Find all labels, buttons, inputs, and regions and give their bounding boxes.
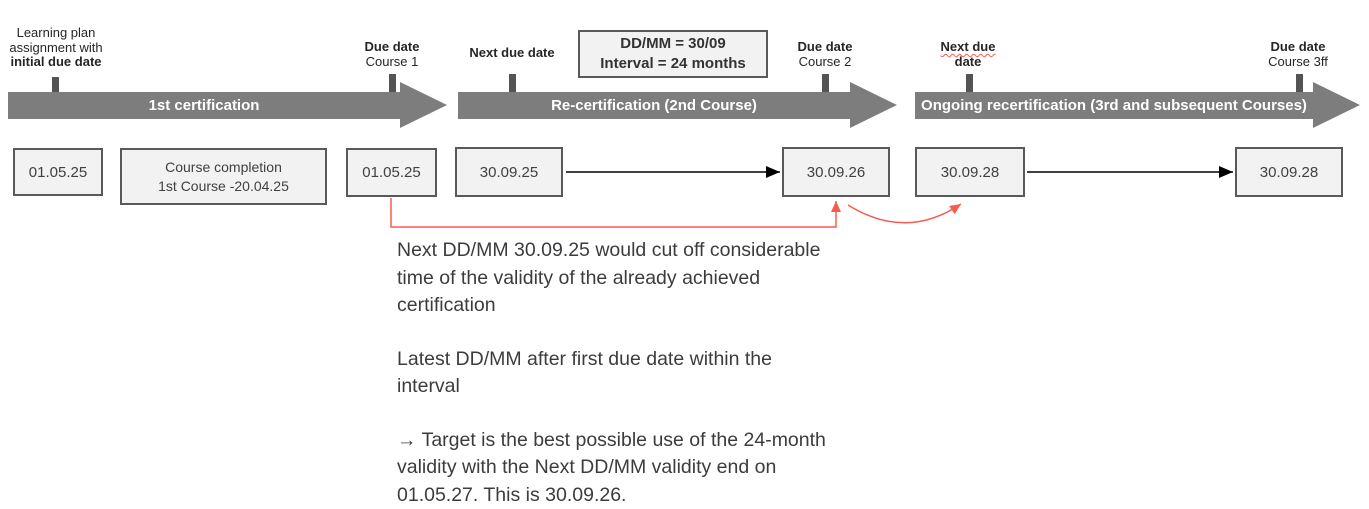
milestone-label-due-date-course1: Due date Course 1: [322, 39, 462, 69]
phase-banner-1st-certification: 1st certification: [8, 92, 400, 119]
milestone-label-due-date-course3ff: Due date Course 3ff: [1228, 39, 1368, 69]
red-connector-300926-to-300928: [847, 203, 962, 224]
phase-banner-arrowhead-icon: [400, 82, 447, 128]
date-box-text: Course completion 1st Course -20.04.25: [158, 158, 289, 194]
milestone-label-subtitle: Course 2: [798, 53, 852, 69]
date-box-text: 30.09.28: [940, 163, 1000, 181]
phase-banner-arrowhead-icon: [1313, 82, 1360, 128]
interval-rule-line2: Interval = 24 months: [600, 55, 746, 72]
date-box-due-date-course2: 30.09.26: [782, 147, 890, 197]
timeline-tick-due-date-course3ff: [1296, 74, 1303, 93]
note-paragraph-target: → Target is the best possible use of the…: [397, 428, 826, 506]
milestone-label-initial-due-date: Learning plan assignment with initial du…: [0, 25, 112, 70]
milestone-label-next-due-date-3: Next due date: [898, 39, 1038, 69]
date-box-text: 01.05.25: [28, 163, 88, 181]
milestone-label-subtitle: Course 3ff: [1268, 53, 1328, 69]
milestone-label-subtitle: Course 1: [365, 53, 419, 69]
milestone-label-bold-text: initial due date: [10, 54, 102, 69]
phase-banner-arrowhead-icon: [850, 82, 897, 128]
date-box-course-completion: Course completion 1st Course -20.04.25: [120, 148, 327, 205]
date-box-text: 30.09.28: [1259, 163, 1319, 181]
date-box-due-date-course1: 01.05.25: [346, 148, 437, 197]
milestone-label-line2: date: [954, 53, 982, 69]
phase-banner-label: 1st certification: [148, 97, 260, 114]
interval-rule-box: DD/MM = 30/09 Interval = 24 months: [578, 30, 768, 78]
date-box-text: 01.05.25: [362, 164, 421, 181]
milestone-label-title: Next due date: [469, 45, 555, 60]
date-box-initial-due-date: 01.05.25: [13, 148, 103, 196]
phase-banner-label: Ongoing recertification (3rd and subsequ…: [921, 97, 1307, 114]
milestone-label-next-due-date-2: Next due date: [442, 45, 582, 61]
milestone-label-text: Learning plan assignment with: [9, 25, 103, 55]
timeline-tick-next-due-date-3: [966, 74, 973, 93]
milestone-label-title: Due date: [1270, 39, 1326, 54]
timeline-tick-due-date-course1: [389, 74, 396, 93]
date-box-text: 30.09.25: [479, 163, 539, 181]
phase-banner-recertification: Re-certification (2nd Course): [458, 92, 850, 119]
timeline-tick-due-date-course2: [822, 74, 829, 93]
explanation-notes: Next DD/MM 30.09.25 would cut off consid…: [397, 237, 957, 509]
milestone-label-due-date-course2: Due date Course 2: [755, 39, 895, 69]
phase-banner-ongoing-recertification: Ongoing recertification (3rd and subsequ…: [915, 92, 1313, 119]
date-box-next-due-date-3: 30.09.28: [915, 147, 1025, 197]
interval-rule-line1: DD/MM = 30/09: [620, 35, 726, 52]
timeline-tick-initial-due-date: [52, 77, 59, 93]
date-box-due-date-course3ff: 30.09.28: [1235, 147, 1343, 197]
date-box-next-due-date-2: 30.09.25: [455, 147, 563, 197]
note-paragraph-latest-ddmm: Latest DD/MM after first due date within…: [397, 347, 772, 398]
milestone-label-title: Due date: [797, 39, 853, 54]
red-connector-010525-to-300926: [390, 198, 841, 228]
date-box-text: 30.09.26: [806, 163, 866, 181]
note-paragraph-cut-off: Next DD/MM 30.09.25 would cut off consid…: [397, 239, 821, 316]
milestone-label-line1-spellcheck: Next due: [940, 39, 996, 54]
timeline-tick-next-due-date-2: [509, 74, 516, 93]
milestone-label-title: Due date: [364, 39, 420, 54]
phase-banner-label: Re-certification (2nd Course): [551, 97, 757, 114]
